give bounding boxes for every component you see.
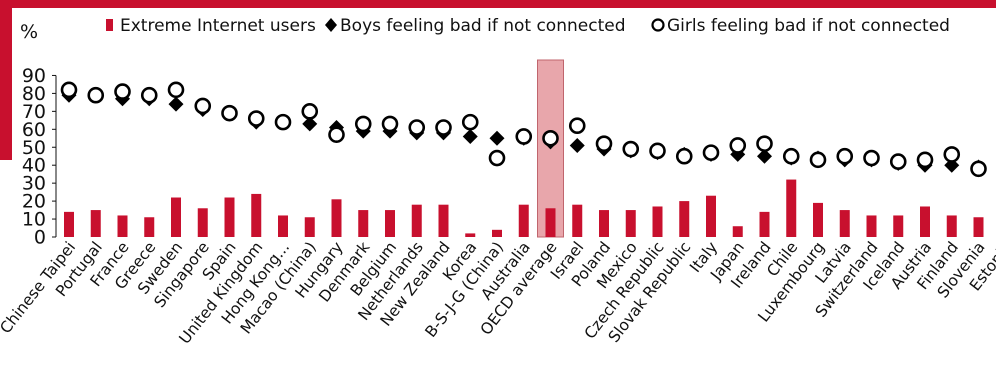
boys-point-macao-china <box>302 116 318 132</box>
girls-point-australia <box>515 128 533 145</box>
y-tick-label: 80 <box>22 83 46 105</box>
girls-point-poland <box>595 135 613 152</box>
y-tick-label: 50 <box>22 137 46 159</box>
girls-point-hong-kong <box>274 113 292 131</box>
girls-point-hungary <box>328 126 345 143</box>
bar-denmark <box>358 210 369 237</box>
girls-point-slovenia <box>970 160 987 178</box>
girls-point-latvia <box>836 147 854 165</box>
bar-israel <box>572 204 583 237</box>
girls-point-belgium <box>381 115 399 133</box>
legend-label-girls-feeling-bad-if-not-connected: Girls feeling bad if not connected <box>667 16 950 36</box>
y-tick-label: 0 <box>34 227 46 249</box>
boys-point-ireland <box>757 148 772 164</box>
girls-point-japan <box>729 137 747 154</box>
bar-switzerland <box>866 215 877 237</box>
y-tick-label: 70 <box>22 101 46 123</box>
girls-point-iceland <box>889 153 907 170</box>
y-tick-label: 40 <box>22 155 46 177</box>
bar-sweden <box>171 197 181 237</box>
girls-point-oecd-average <box>542 129 559 147</box>
y-axis-label: % <box>20 21 38 43</box>
bar-belgium <box>385 210 395 237</box>
bar-slovenia <box>973 217 984 237</box>
boys-point-sweden <box>168 96 184 112</box>
boys-point-israel <box>569 137 585 153</box>
girls-point-portugal <box>87 86 105 104</box>
girls-point-switzerland <box>863 149 880 167</box>
bar-france <box>117 215 128 237</box>
bar-macao-china <box>304 217 315 237</box>
boys-point-korea <box>462 128 478 144</box>
girls-point-finland <box>943 146 961 163</box>
girls-point-ireland <box>756 135 773 152</box>
bar-netherlands <box>411 204 422 237</box>
bar-chile <box>786 179 797 237</box>
girls-point-chinese-taipei <box>60 81 78 99</box>
girls-point-sweden <box>167 81 185 99</box>
girls-point-united-kingdom <box>247 110 265 127</box>
bar-slovak-republic <box>679 201 690 237</box>
bar-czech-republic <box>652 206 663 237</box>
bar-chinese-taipei <box>64 211 74 237</box>
bar-new-zealand <box>438 204 449 237</box>
bar-luxembourg <box>813 202 823 237</box>
bar-poland <box>599 210 609 237</box>
girls-point-mexico <box>622 140 640 158</box>
girls-point-luxembourg <box>809 151 827 169</box>
frame-left-border <box>0 0 12 160</box>
y-tick-label: 90 <box>22 65 46 87</box>
girls-point-greece <box>140 86 158 104</box>
bar-united-kingdom <box>251 193 262 237</box>
y-tick-label: 20 <box>22 191 46 213</box>
girls-point-b-s-j-g-china <box>488 149 506 167</box>
girls-point-france <box>114 83 131 100</box>
bar-latvia <box>839 210 850 237</box>
girls-point-denmark <box>354 115 372 133</box>
legend-bar-swatch <box>106 19 113 31</box>
bar-spain <box>224 197 235 237</box>
bar-mexico <box>625 210 636 237</box>
frame-top-border <box>0 0 996 8</box>
bar-greece <box>144 217 155 237</box>
bar-australia <box>518 204 529 237</box>
girls-point-spain <box>221 104 238 122</box>
bar-japan <box>732 226 743 237</box>
bar-ireland <box>759 211 770 237</box>
girls-point-israel <box>568 117 586 135</box>
bar-austria <box>920 206 930 237</box>
y-tick-label: 60 <box>22 119 46 141</box>
bar-oecd-average <box>545 208 556 237</box>
bar-hungary <box>331 199 342 237</box>
bar-portugal <box>90 210 101 237</box>
girls-point-singapore <box>194 97 212 115</box>
girls-point-korea <box>461 113 479 131</box>
bar-b-s-j-g-china <box>492 229 502 237</box>
girls-point-czech-republic <box>649 142 666 160</box>
legend-label-boys-feeling-bad-if-not-connected: Boys feeling bad if not connected <box>340 16 625 36</box>
girls-point-slovak-republic <box>675 147 693 165</box>
bar-finland <box>946 215 957 237</box>
bar-iceland <box>893 215 904 237</box>
girls-point-netherlands <box>408 119 426 136</box>
y-tick-label: 10 <box>22 209 46 231</box>
legend-circle-marker <box>651 18 665 32</box>
legend-diamond-marker <box>325 18 337 32</box>
girls-point-chile <box>782 147 800 165</box>
bar-hong-kong <box>278 215 288 237</box>
boys-point-b-s-j-g-china <box>489 130 505 146</box>
legend-label-extreme-internet-users: Extreme Internet users <box>120 16 316 36</box>
bar-italy <box>706 195 716 237</box>
girls-point-austria <box>916 151 934 169</box>
bar-singapore <box>197 208 208 237</box>
bar-korea <box>465 233 476 237</box>
y-tick-label: 30 <box>22 173 46 195</box>
girls-point-italy <box>702 144 720 161</box>
girls-point-macao-china <box>301 103 319 120</box>
girls-point-new-zealand <box>435 119 452 136</box>
